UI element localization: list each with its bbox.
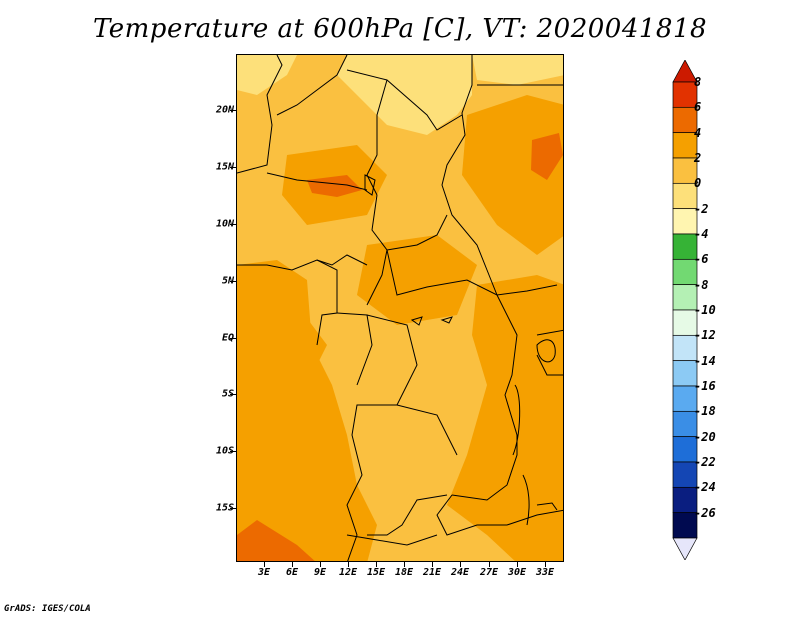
- field-warm-east: [447, 275, 563, 561]
- lon-label: 6E: [285, 567, 299, 578]
- lat-label: EQ: [221, 332, 234, 344]
- temperature-field: [237, 55, 563, 561]
- colorbar-label: 2: [694, 151, 702, 165]
- colorbar-label: 0: [694, 176, 702, 191]
- colorbar-segments: [672, 60, 698, 560]
- field-cool-northeast: [472, 55, 563, 85]
- colorbar-label: -8: [694, 277, 709, 292]
- lon-tick: [320, 562, 321, 567]
- colorbar-label: -16: [694, 379, 716, 393]
- lat-label: 10S: [215, 445, 234, 457]
- colorbar-label: 8: [694, 75, 702, 89]
- colorbar-segment: [672, 461, 698, 488]
- colorbar-bottom-arrow: [672, 537, 698, 560]
- colorbar-segment: [672, 106, 698, 134]
- colorbar-label: -20: [694, 429, 716, 444]
- lat-label: 5S: [221, 388, 234, 400]
- lat-tick: [230, 338, 236, 339]
- lat-tick: [230, 224, 236, 225]
- colorbar-label: -6: [694, 252, 709, 267]
- colorbar-segment: [672, 182, 698, 210]
- field-hot-sudan: [531, 133, 563, 180]
- colorbar-segment: [672, 208, 698, 235]
- lat-tick: [230, 110, 236, 111]
- colorbar-label: -22: [694, 455, 716, 469]
- colorbar-label: -4: [694, 227, 709, 241]
- lon-label: 9E: [313, 567, 327, 578]
- field-warm-northeast: [462, 95, 563, 255]
- colorbar-segment: [672, 410, 698, 438]
- lat-tick: [230, 451, 236, 452]
- temperature-map: [236, 54, 564, 562]
- colorbar-segment: [672, 486, 698, 514]
- lon-tick: [376, 562, 377, 567]
- colorbar-label: -14: [694, 353, 716, 368]
- colorbar: [672, 60, 698, 560]
- lon-label: 12E: [338, 567, 358, 578]
- lon-label: 18E: [394, 567, 414, 578]
- lon-tick: [292, 562, 293, 567]
- colorbar-label: -26: [694, 505, 716, 520]
- lon-label: 27E: [479, 567, 499, 578]
- lat-label: 15S: [215, 502, 234, 514]
- grads-credit: GrADS: IGES/COLA: [4, 604, 91, 614]
- lon-tick: [348, 562, 349, 567]
- colorbar-segment: [672, 512, 698, 539]
- colorbar-label: -2: [694, 201, 709, 216]
- lakes: [364, 174, 558, 526]
- lon-tick: [460, 562, 461, 567]
- map-title: Temperature at 600hPa [C], VT: 202004181…: [92, 14, 708, 44]
- colorbar-segment: [672, 334, 698, 362]
- lon-label: 30E: [507, 567, 527, 578]
- colorbar-segment: [672, 81, 698, 108]
- lon-label: 33E: [535, 567, 555, 578]
- lon-label: 24E: [450, 567, 470, 578]
- lon-tick: [432, 562, 433, 567]
- colorbar-segment: [672, 360, 698, 387]
- country-borders: [237, 55, 563, 561]
- lon-tick: [489, 562, 490, 567]
- colorbar-label: -12: [694, 328, 716, 343]
- colorbar-label: 6: [694, 100, 702, 115]
- lat-label: 10N: [215, 218, 234, 230]
- lon-label: 21E: [422, 567, 442, 578]
- lon-label: 3E: [257, 567, 271, 578]
- field-warm-coast: [257, 305, 327, 385]
- field-warm-central: [357, 235, 477, 325]
- lon-tick: [264, 562, 265, 567]
- lat-tick: [230, 394, 236, 395]
- colorbar-label: -18: [694, 404, 716, 419]
- lon-tick: [404, 562, 405, 567]
- lat-tick: [230, 167, 236, 168]
- field-hot-nigeria: [307, 175, 362, 197]
- colorbar-label: -10: [694, 303, 716, 317]
- lat-tick: [230, 281, 236, 282]
- lon-label: 15E: [366, 567, 386, 578]
- field-hot-southwest: [237, 520, 315, 561]
- lat-tick: [230, 508, 236, 509]
- lon-tick: [545, 562, 546, 567]
- colorbar-label: 4: [694, 125, 702, 140]
- lat-label: 15N: [215, 161, 234, 173]
- lat-label: 5N: [221, 275, 234, 287]
- colorbar-segment: [672, 385, 698, 412]
- lon-tick: [517, 562, 518, 567]
- colorbar-segment: [672, 436, 698, 463]
- colorbar-label: -24: [694, 480, 716, 495]
- lat-label: 20N: [215, 104, 234, 116]
